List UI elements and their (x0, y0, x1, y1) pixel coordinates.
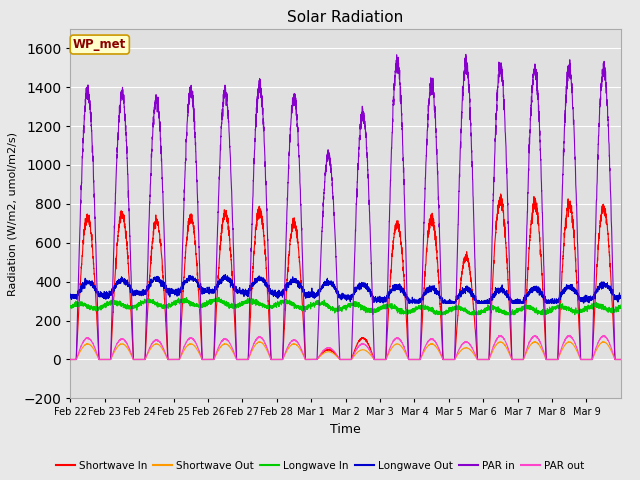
Y-axis label: Radiation (W/m2, umol/m2/s): Radiation (W/m2, umol/m2/s) (8, 132, 18, 296)
X-axis label: Time: Time (330, 423, 361, 436)
Text: WP_met: WP_met (73, 38, 127, 51)
Legend: Shortwave In, Shortwave Out, Longwave In, Longwave Out, PAR in, PAR out: Shortwave In, Shortwave Out, Longwave In… (52, 456, 588, 475)
Title: Solar Radiation: Solar Radiation (287, 10, 404, 25)
